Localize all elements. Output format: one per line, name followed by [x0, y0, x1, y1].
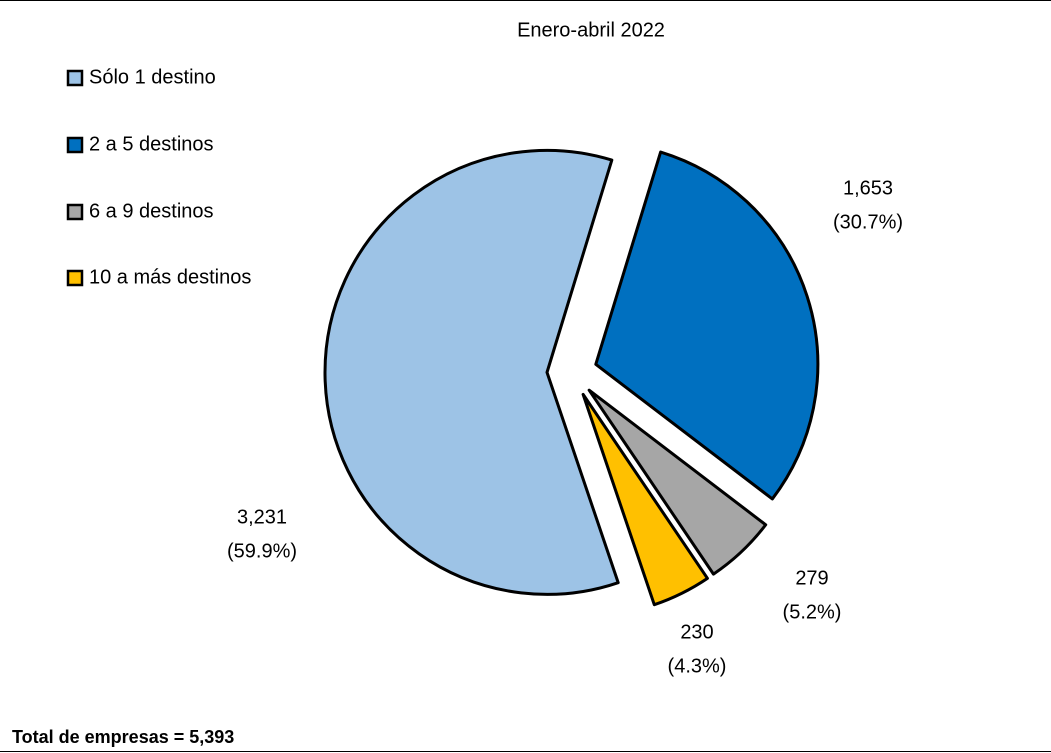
legend-swatch	[66, 269, 84, 287]
legend-label: 10 a más destinos	[89, 266, 251, 288]
pie-slice	[587, 388, 768, 576]
legend-label: 6 a 9 destinos	[89, 200, 214, 222]
pie-slice	[594, 150, 820, 501]
value-label: 230	[680, 621, 713, 643]
legend-swatch	[66, 203, 84, 221]
percentage-label: (59.9%)	[227, 540, 297, 562]
value-label: 3,231	[237, 506, 287, 528]
legend-swatch	[66, 136, 84, 154]
pie-slice	[581, 392, 709, 607]
pie-slice	[323, 148, 620, 596]
legend-label: Sólo 1 destino	[89, 66, 216, 88]
value-label: 279	[795, 567, 828, 589]
chart-title: Enero-abril 2022	[517, 19, 665, 41]
percentage-label: (30.7%)	[833, 211, 903, 233]
percentage-label: (4.3%)	[668, 655, 727, 677]
value-label: 1,653	[843, 177, 893, 199]
percentage-label: (5.2%)	[783, 601, 842, 623]
note: Total de empresas = 5,393	[12, 727, 234, 747]
legend-swatch	[66, 69, 84, 87]
legend-label: 2 a 5 destinos	[89, 133, 214, 155]
